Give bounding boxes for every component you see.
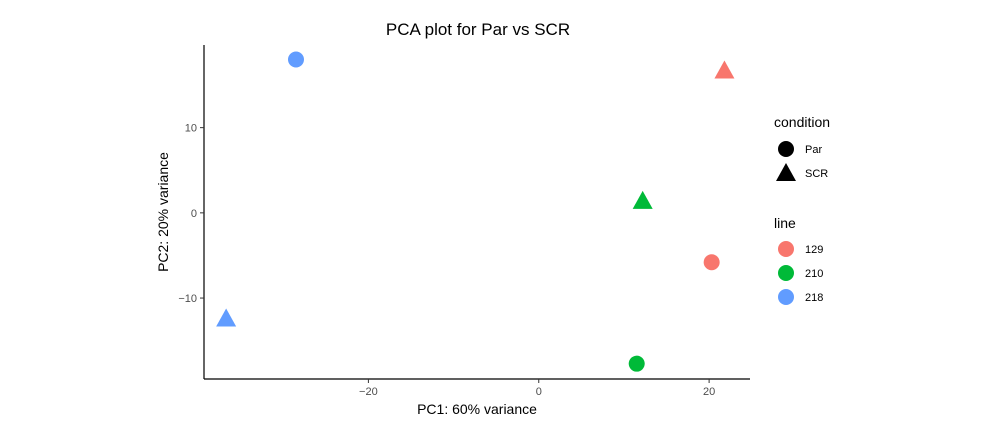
point-scr-218 <box>216 308 237 327</box>
point-scr-210 <box>632 190 653 209</box>
x-tick-label: 20 <box>703 386 715 398</box>
y-axis-title: PC2: 20% variance <box>155 152 171 272</box>
legend-129-label: 129 <box>805 244 823 256</box>
x-axis-ticks: −20 0 20 <box>359 379 715 398</box>
legend-210-swatch-icon <box>778 265 794 281</box>
legend-129-swatch-icon <box>778 241 794 257</box>
point-scr-129 <box>714 60 735 79</box>
legend-scr-triangle-icon <box>776 163 796 181</box>
y-axis-ticks: −10 0 10 <box>178 123 204 305</box>
point-par-210 <box>628 355 645 372</box>
legend-210-label: 210 <box>805 268 823 280</box>
chart-title: PCA plot for Par vs SCR <box>386 20 570 39</box>
x-tick-label: 0 <box>536 386 542 398</box>
legend-condition-title: condition <box>774 114 830 130</box>
legend-par-circle-icon <box>778 141 794 157</box>
y-tick-label: 0 <box>191 208 197 220</box>
legend-par-label: Par <box>805 144 822 156</box>
x-axis-title: PC1: 60% variance <box>417 401 537 417</box>
legend-line-title: line <box>774 215 796 231</box>
y-tick-label: 10 <box>185 123 197 135</box>
point-par-218 <box>287 51 304 68</box>
x-tick-label: −20 <box>359 386 378 398</box>
y-tick-label: −10 <box>178 293 197 305</box>
plot-area: −20 0 20 −10 0 10 <box>178 45 750 398</box>
legend-218-label: 218 <box>805 292 823 304</box>
legend-line: line 129 210 218 <box>774 215 823 305</box>
data-points <box>216 51 735 372</box>
legend-scr-label: SCR <box>805 168 828 180</box>
point-par-129 <box>703 254 720 271</box>
legend-condition: condition Par SCR <box>774 114 830 181</box>
legend-218-swatch-icon <box>778 289 794 305</box>
